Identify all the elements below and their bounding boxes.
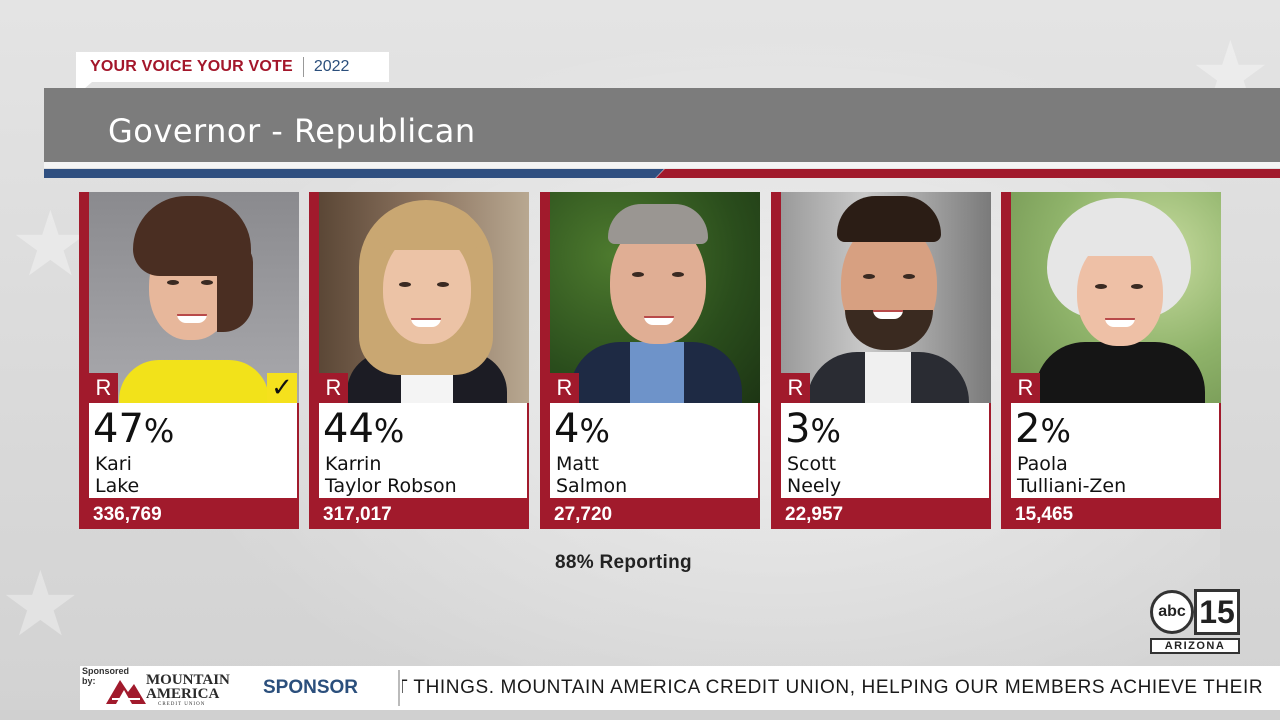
candidate-percent: 44%	[323, 406, 405, 452]
candidate-info: 47% Kari Lake	[89, 403, 297, 498]
candidate-percent: 4%	[554, 406, 610, 452]
candidate-card: R ✓ 47% Kari Lake 336,769	[79, 192, 299, 529]
ticker-bottom-band	[0, 710, 1280, 720]
candidate-last-name: Salmon	[556, 475, 628, 497]
ticker-crawl-text: T THINGS. MOUNTAIN AMERICA CREDIT UNION,…	[402, 677, 1264, 698]
sponsor-subtitle: CREDIT UNION	[158, 702, 206, 707]
race-title-bar: Governor - Republican	[44, 88, 1280, 162]
candidate-card: R 4% Matt Salmon 27,720	[540, 192, 760, 529]
candidate-last-name: Lake	[95, 475, 140, 497]
candidate-first-name: Scott	[787, 453, 837, 475]
sponsor-label: SPONSOR	[263, 677, 359, 698]
background-star-icon: ★	[0, 552, 81, 657]
candidate-percent: 47%	[93, 406, 175, 452]
sponsor-ticker: Sponsored by: MOUNTAIN AMERICA CREDIT UN…	[80, 666, 1280, 710]
candidate-info: 44% Karrin Taylor Robson	[319, 403, 527, 498]
background-star-icon: ★	[10, 192, 91, 297]
sponsored-by-label: Sponsored by:	[82, 666, 130, 686]
channel-number: 15	[1194, 589, 1240, 635]
candidate-photo	[319, 192, 529, 403]
party-badge: R	[89, 373, 118, 403]
party-badge: R	[550, 373, 579, 403]
party-badge: R	[319, 373, 348, 403]
candidate-percent: 2%	[1015, 406, 1071, 452]
reporting-status: 88% Reporting	[555, 552, 692, 573]
candidate-votes: 317,017	[323, 504, 392, 525]
candidate-votes: 22,957	[785, 504, 844, 525]
candidate-photo	[781, 192, 991, 403]
candidate-votes: 336,769	[93, 504, 162, 525]
candidate-percent: 3%	[785, 406, 841, 452]
station-logo: abc 15 ARIZONA	[1148, 589, 1242, 655]
brand-year: 2022	[313, 58, 350, 75]
candidate-votes: 27,720	[554, 504, 613, 525]
candidate-photo	[550, 192, 760, 403]
sponsor-name: MOUNTAIN AMERICA	[146, 672, 230, 702]
mountain-america-logo-icon	[106, 680, 146, 704]
race-title: Governor - Republican	[108, 112, 476, 150]
station-region: ARIZONA	[1150, 638, 1240, 654]
title-stripe-white	[44, 162, 1280, 168]
title-stripe-red	[656, 169, 1280, 178]
candidate-info: 3% Scott Neely	[781, 403, 989, 498]
candidate-last-name: Tulliani-Zen	[1017, 475, 1127, 497]
abc-logo-icon: abc	[1150, 590, 1194, 634]
party-badge: R	[1011, 373, 1040, 403]
candidate-card: R 2% Paola Tulliani-Zen 15,465	[1001, 192, 1221, 529]
brand-name: YOUR VOICE YOUR VOTE	[90, 58, 293, 75]
candidate-first-name: Karrin	[325, 453, 382, 475]
title-stripe-blue	[44, 169, 664, 178]
candidate-info: 2% Paola Tulliani-Zen	[1011, 403, 1219, 498]
party-badge: R	[781, 373, 810, 403]
candidate-first-name: Matt	[556, 453, 599, 475]
candidate-info: 4% Matt Salmon	[550, 403, 758, 498]
candidate-last-name: Taylor Robson	[325, 475, 457, 497]
brand-separator	[302, 57, 304, 77]
winner-check-icon: ✓	[267, 373, 297, 403]
candidate-votes: 15,465	[1015, 504, 1074, 525]
brand-tag: YOUR VOICE YOUR VOTE 2022	[76, 52, 389, 82]
candidate-first-name: Kari	[95, 453, 132, 475]
candidate-card: R 3% Scott Neely 22,957	[771, 192, 991, 529]
ticker-crawl-area: T THINGS. MOUNTAIN AMERICA CREDIT UNION,…	[402, 666, 1280, 710]
candidate-last-name: Neely	[787, 475, 842, 497]
candidate-first-name: Paola	[1017, 453, 1068, 475]
candidate-photo	[89, 192, 299, 403]
candidate-card: R 44% Karrin Taylor Robson 317,017	[309, 192, 529, 529]
candidate-photo	[1011, 192, 1221, 403]
ticker-divider	[398, 670, 400, 706]
